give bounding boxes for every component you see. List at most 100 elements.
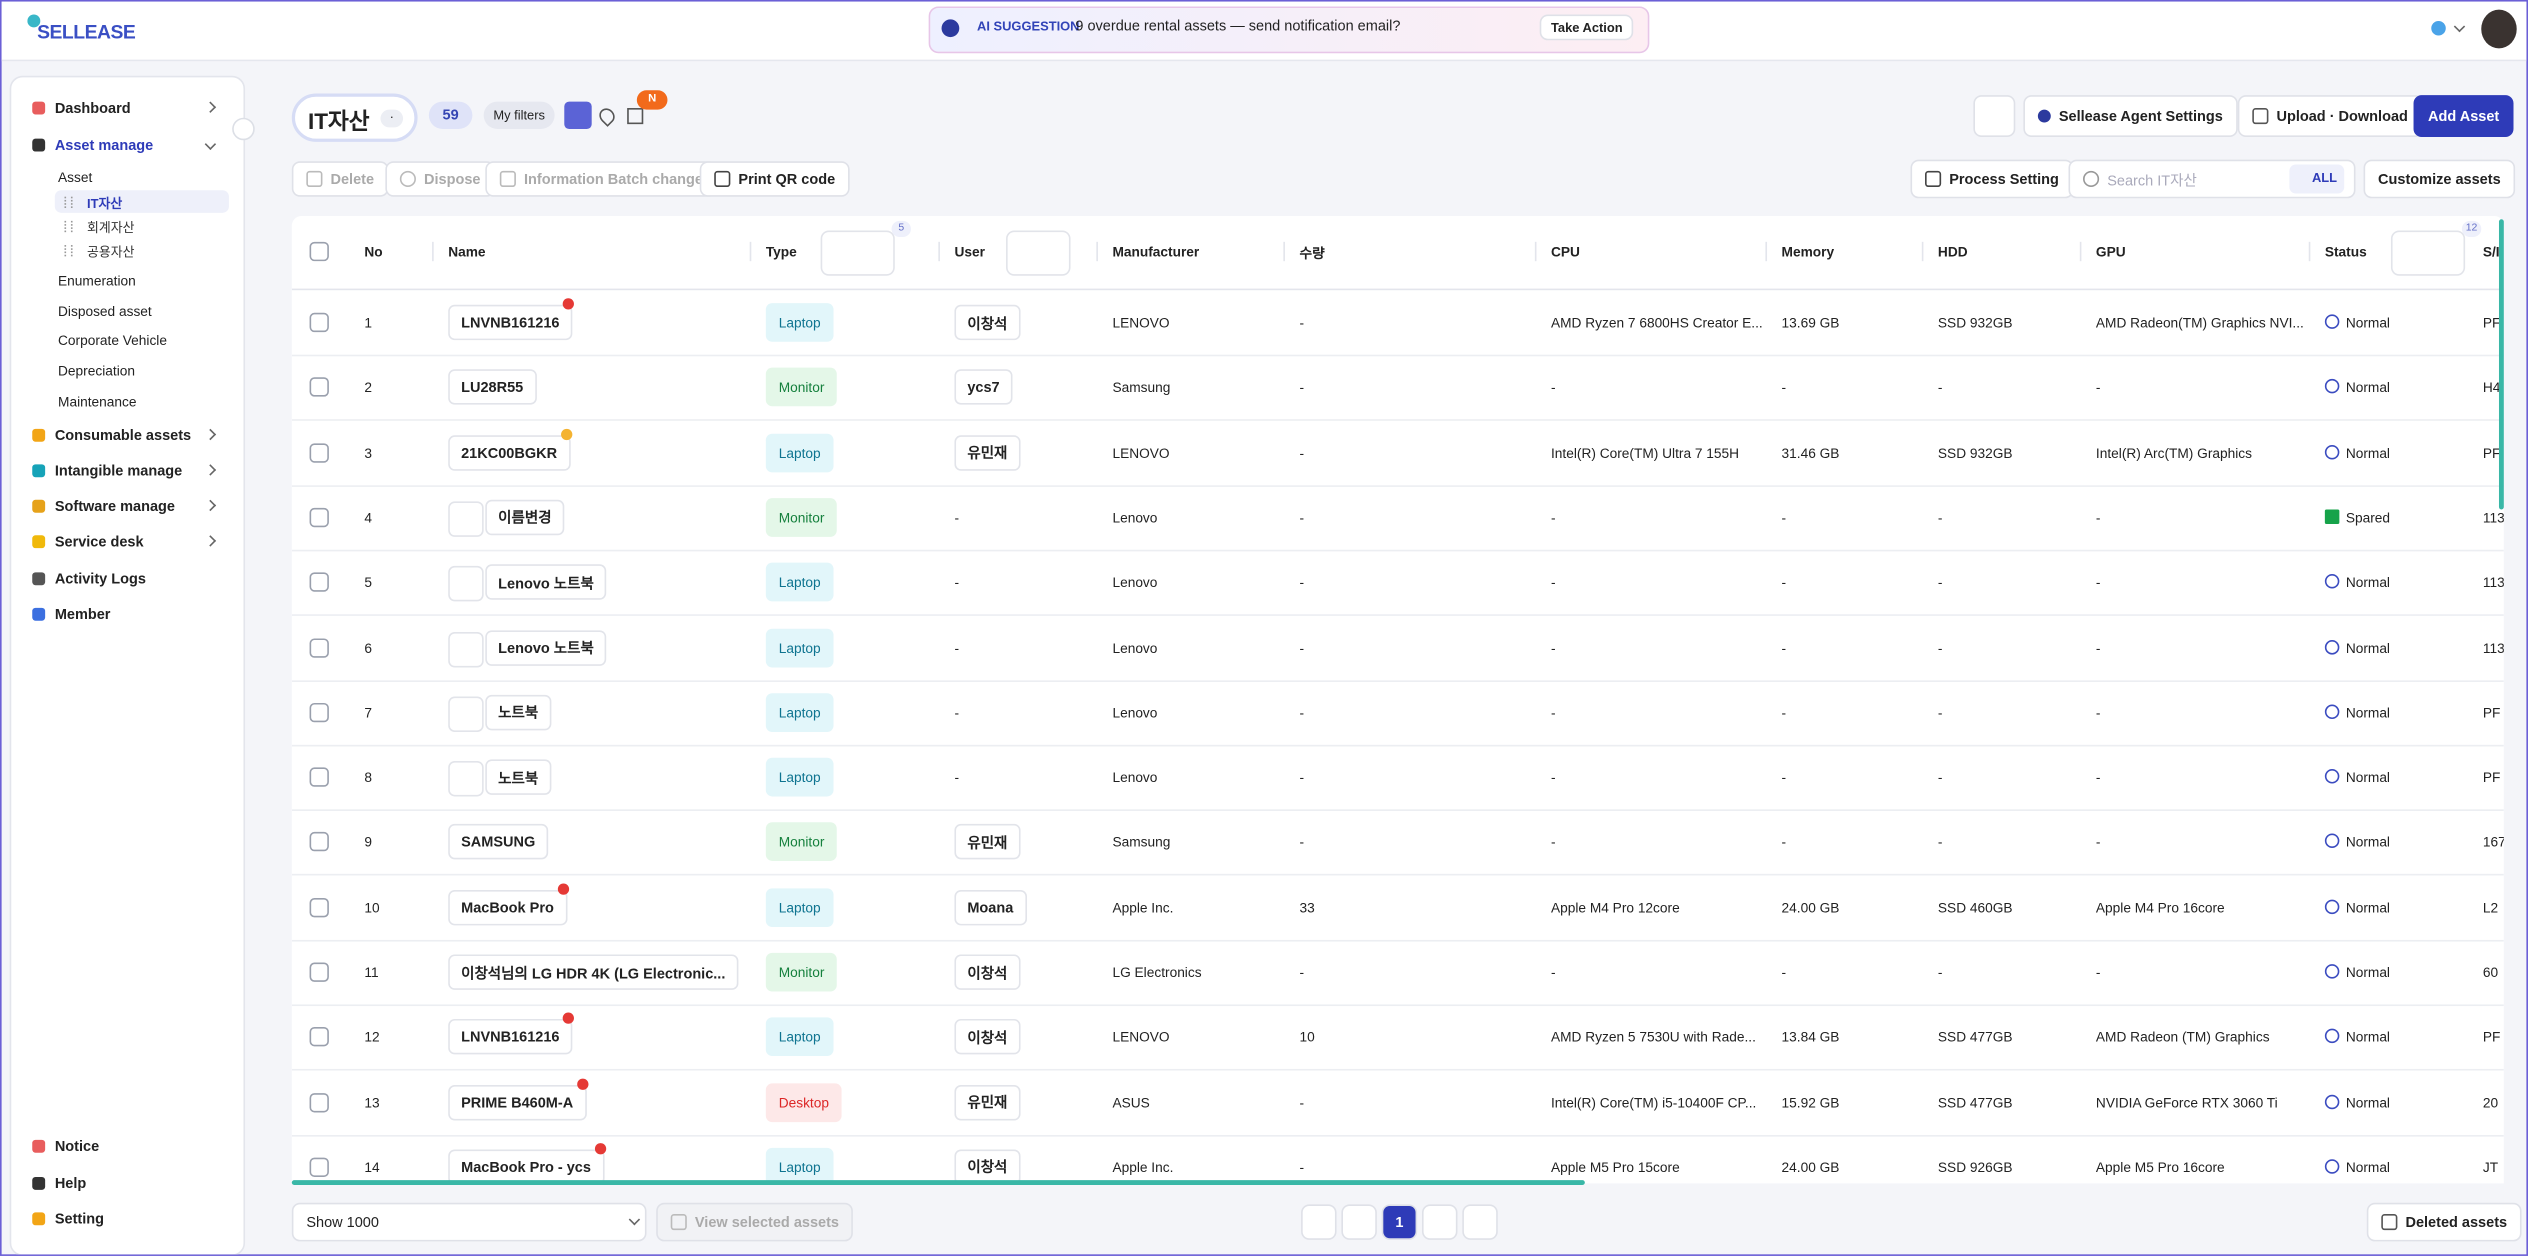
nav-tree-item[interactable]: 공용자산 <box>87 245 135 260</box>
row-checkbox[interactable] <box>309 832 329 852</box>
nav-sub-item[interactable]: Enumeration <box>58 272 136 289</box>
user-chip[interactable]: ycs7 <box>954 369 1013 406</box>
user-chip[interactable]: 유민재 <box>954 824 1021 860</box>
user-chip[interactable]: Moana <box>954 889 1027 925</box>
collapse-button[interactable] <box>232 117 255 141</box>
gallery-view-toggle[interactable] <box>627 108 644 125</box>
table-row[interactable]: 11 이창석님의 LG HDR 4K (LG Electronic... Monit… <box>291 940 2504 1007</box>
column-header[interactable]: GPU <box>2095 243 2126 260</box>
column-header[interactable]: S/I <box>2482 243 2500 260</box>
asset-name[interactable]: PRIME B460M-A <box>448 1084 587 1120</box>
language-icon[interactable] <box>2431 20 2446 36</box>
row-checkbox[interactable] <box>309 962 329 982</box>
asset-name[interactable]: LU28R55 <box>448 369 537 406</box>
asset-name[interactable]: 21KC00BGKR <box>448 434 570 471</box>
page-size-select[interactable]: Show 1000 <box>291 1202 647 1242</box>
table-row[interactable]: 7 노트북 Laptop - Lenovo - - - - - Normal PF <box>291 680 2504 747</box>
row-checkbox[interactable] <box>309 637 329 657</box>
column-header[interactable]: HDD <box>1937 243 1968 260</box>
column-header[interactable]: User <box>954 243 985 260</box>
view-selected-button[interactable]: View selected assets <box>656 1202 854 1242</box>
vertical-scrollbar[interactable] <box>2498 219 2504 510</box>
column-header[interactable]: Memory <box>1781 243 1835 260</box>
user-chip[interactable]: 유민재 <box>954 434 1021 471</box>
column-filter[interactable] <box>820 230 895 276</box>
asset-name[interactable]: MacBook Pro - ycs <box>448 1149 604 1184</box>
nav-sub-item[interactable]: Depreciation <box>58 362 136 380</box>
table-row[interactable]: 3 21KC00BGKR Laptop 유민재 LENOVO - Intel(R) Core… <box>291 420 2504 487</box>
nav-item[interactable]: Notice <box>54 1138 100 1155</box>
row-checkbox[interactable] <box>309 702 329 722</box>
user-chip[interactable]: 유민재 <box>954 1084 1021 1120</box>
row-checkbox[interactable] <box>309 507 329 528</box>
list-view-toggle[interactable] <box>564 101 592 129</box>
nav-item[interactable]: Consumable assets <box>54 426 192 443</box>
nav-item[interactable]: Asset manage <box>54 137 154 154</box>
asset-name[interactable]: LNVNB161216 <box>448 1019 573 1055</box>
first-page-button[interactable] <box>1301 1204 1337 1240</box>
agent-settings-button[interactable]: Sellease Agent Settings <box>2023 95 2238 138</box>
table-row[interactable]: 13 PRIME B460M-A Desktop 유민재 ASUS - Intel(R) C… <box>291 1070 2504 1136</box>
current-page[interactable]: 1 <box>1381 1204 1418 1240</box>
nav-sub-item[interactable]: Maintenance <box>58 393 137 410</box>
next-page-button[interactable] <box>1422 1204 1458 1240</box>
table-row[interactable]: 9 SAMSUNG Monitor 유민재 Samsung - - - - - Normal 167 <box>291 810 2504 877</box>
row-checkbox[interactable] <box>309 1157 329 1177</box>
column-header[interactable]: 수량 <box>1299 245 1325 262</box>
user-chip[interactable]: 이창석 <box>954 304 1021 341</box>
table-row[interactable]: 12 LNVNB161216 Laptop 이창석 LENOVO 10 AMD Ryzen … <box>291 1005 2504 1072</box>
nav-sub-item[interactable]: Asset <box>58 169 93 186</box>
row-checkbox[interactable] <box>309 1027 329 1047</box>
row-checkbox[interactable] <box>309 1092 329 1112</box>
customize-button[interactable]: Customize assets <box>2363 159 2516 199</box>
column-filter[interactable] <box>2390 230 2466 276</box>
nav-item[interactable]: Software manage <box>54 498 175 515</box>
map-view-toggle[interactable] <box>596 105 618 127</box>
print-qr-button[interactable]: Print QR code <box>699 161 850 197</box>
user-chip[interactable]: 이창석 <box>954 1019 1021 1055</box>
user-chip[interactable]: 이창석 <box>954 954 1021 990</box>
deleted-assets-button[interactable]: Deleted assets <box>2366 1202 2522 1242</box>
nav-item[interactable]: Member <box>54 606 111 623</box>
avatar[interactable] <box>2481 9 2517 49</box>
nav-item[interactable]: Activity Logs <box>54 570 146 587</box>
row-checkbox[interactable] <box>309 897 329 917</box>
row-checkbox[interactable] <box>309 312 329 333</box>
asset-name[interactable]: Lenovo 노트북 <box>485 629 607 666</box>
table-row[interactable]: 5 Lenovo 노트북 Laptop - Lenovo - - - - - Normal 113 <box>291 550 2504 617</box>
table-row[interactable]: 1 LNVNB161216 Laptop 이창석 LENOVO - AMD Ryzen 7 … <box>291 290 2504 357</box>
dispose-button[interactable]: Dispose <box>385 161 495 197</box>
table-row[interactable]: 6 Lenovo 노트북 Laptop - Lenovo - - - - - Normal 113 <box>291 615 2504 682</box>
column-filter[interactable] <box>1006 230 1071 276</box>
upload-download-button[interactable]: Upload · Download <box>2237 95 2423 138</box>
search-scope[interactable]: ALL <box>2289 164 2344 194</box>
nav-sub-item[interactable]: Corporate Vehicle <box>58 332 167 349</box>
horizontal-scrollbar[interactable] <box>291 1180 1585 1185</box>
column-header[interactable]: Type <box>765 243 797 260</box>
asset-name[interactable]: MacBook Pro <box>448 889 567 925</box>
column-header[interactable]: Manufacturer <box>1112 243 1200 260</box>
column-header[interactable]: Status <box>2324 243 2367 260</box>
asset-name[interactable]: 노트북 <box>485 694 552 731</box>
my-filters[interactable]: My filters <box>483 101 555 129</box>
table-row[interactable]: 4 이름변경 Monitor - Lenovo - - - - - Spared 113 <box>291 485 2504 552</box>
asset-name[interactable]: Lenovo 노트북 <box>485 564 607 601</box>
nav-item[interactable]: Service desk <box>54 534 144 551</box>
header-checkbox[interactable] <box>309 241 329 262</box>
add-asset-button[interactable]: Add Asset <box>2413 95 2514 138</box>
batch-change-button[interactable]: Information Batch change <box>485 161 718 197</box>
table-row[interactable]: 10 MacBook Pro Laptop Moana Apple Inc. 33 Appl… <box>291 875 2504 942</box>
asset-name[interactable]: 노트북 <box>485 759 552 795</box>
prev-page-button[interactable] <box>1341 1204 1377 1240</box>
column-header[interactable]: Name <box>448 243 486 260</box>
asset-name[interactable]: SAMSUNG <box>448 824 549 860</box>
nav-sub-item[interactable]: Disposed asset <box>58 302 152 319</box>
asset-name[interactable]: 이창석님의 LG HDR 4K (LG Electronic... <box>448 954 739 990</box>
nav-item[interactable]: Dashboard <box>54 99 131 117</box>
table-row[interactable]: 8 노트북 Laptop - Lenovo - - - - - Normal PF <box>291 745 2504 812</box>
column-header[interactable]: No <box>364 243 383 260</box>
row-checkbox[interactable] <box>309 377 329 398</box>
nav-item[interactable]: Intangible manage <box>54 462 183 479</box>
table-row[interactable]: 14 MacBook Pro - ycs Laptop 이창석 Apple Inc. - A… <box>292 1135 2504 1184</box>
asset-name[interactable]: LNVNB161216 <box>448 304 573 341</box>
